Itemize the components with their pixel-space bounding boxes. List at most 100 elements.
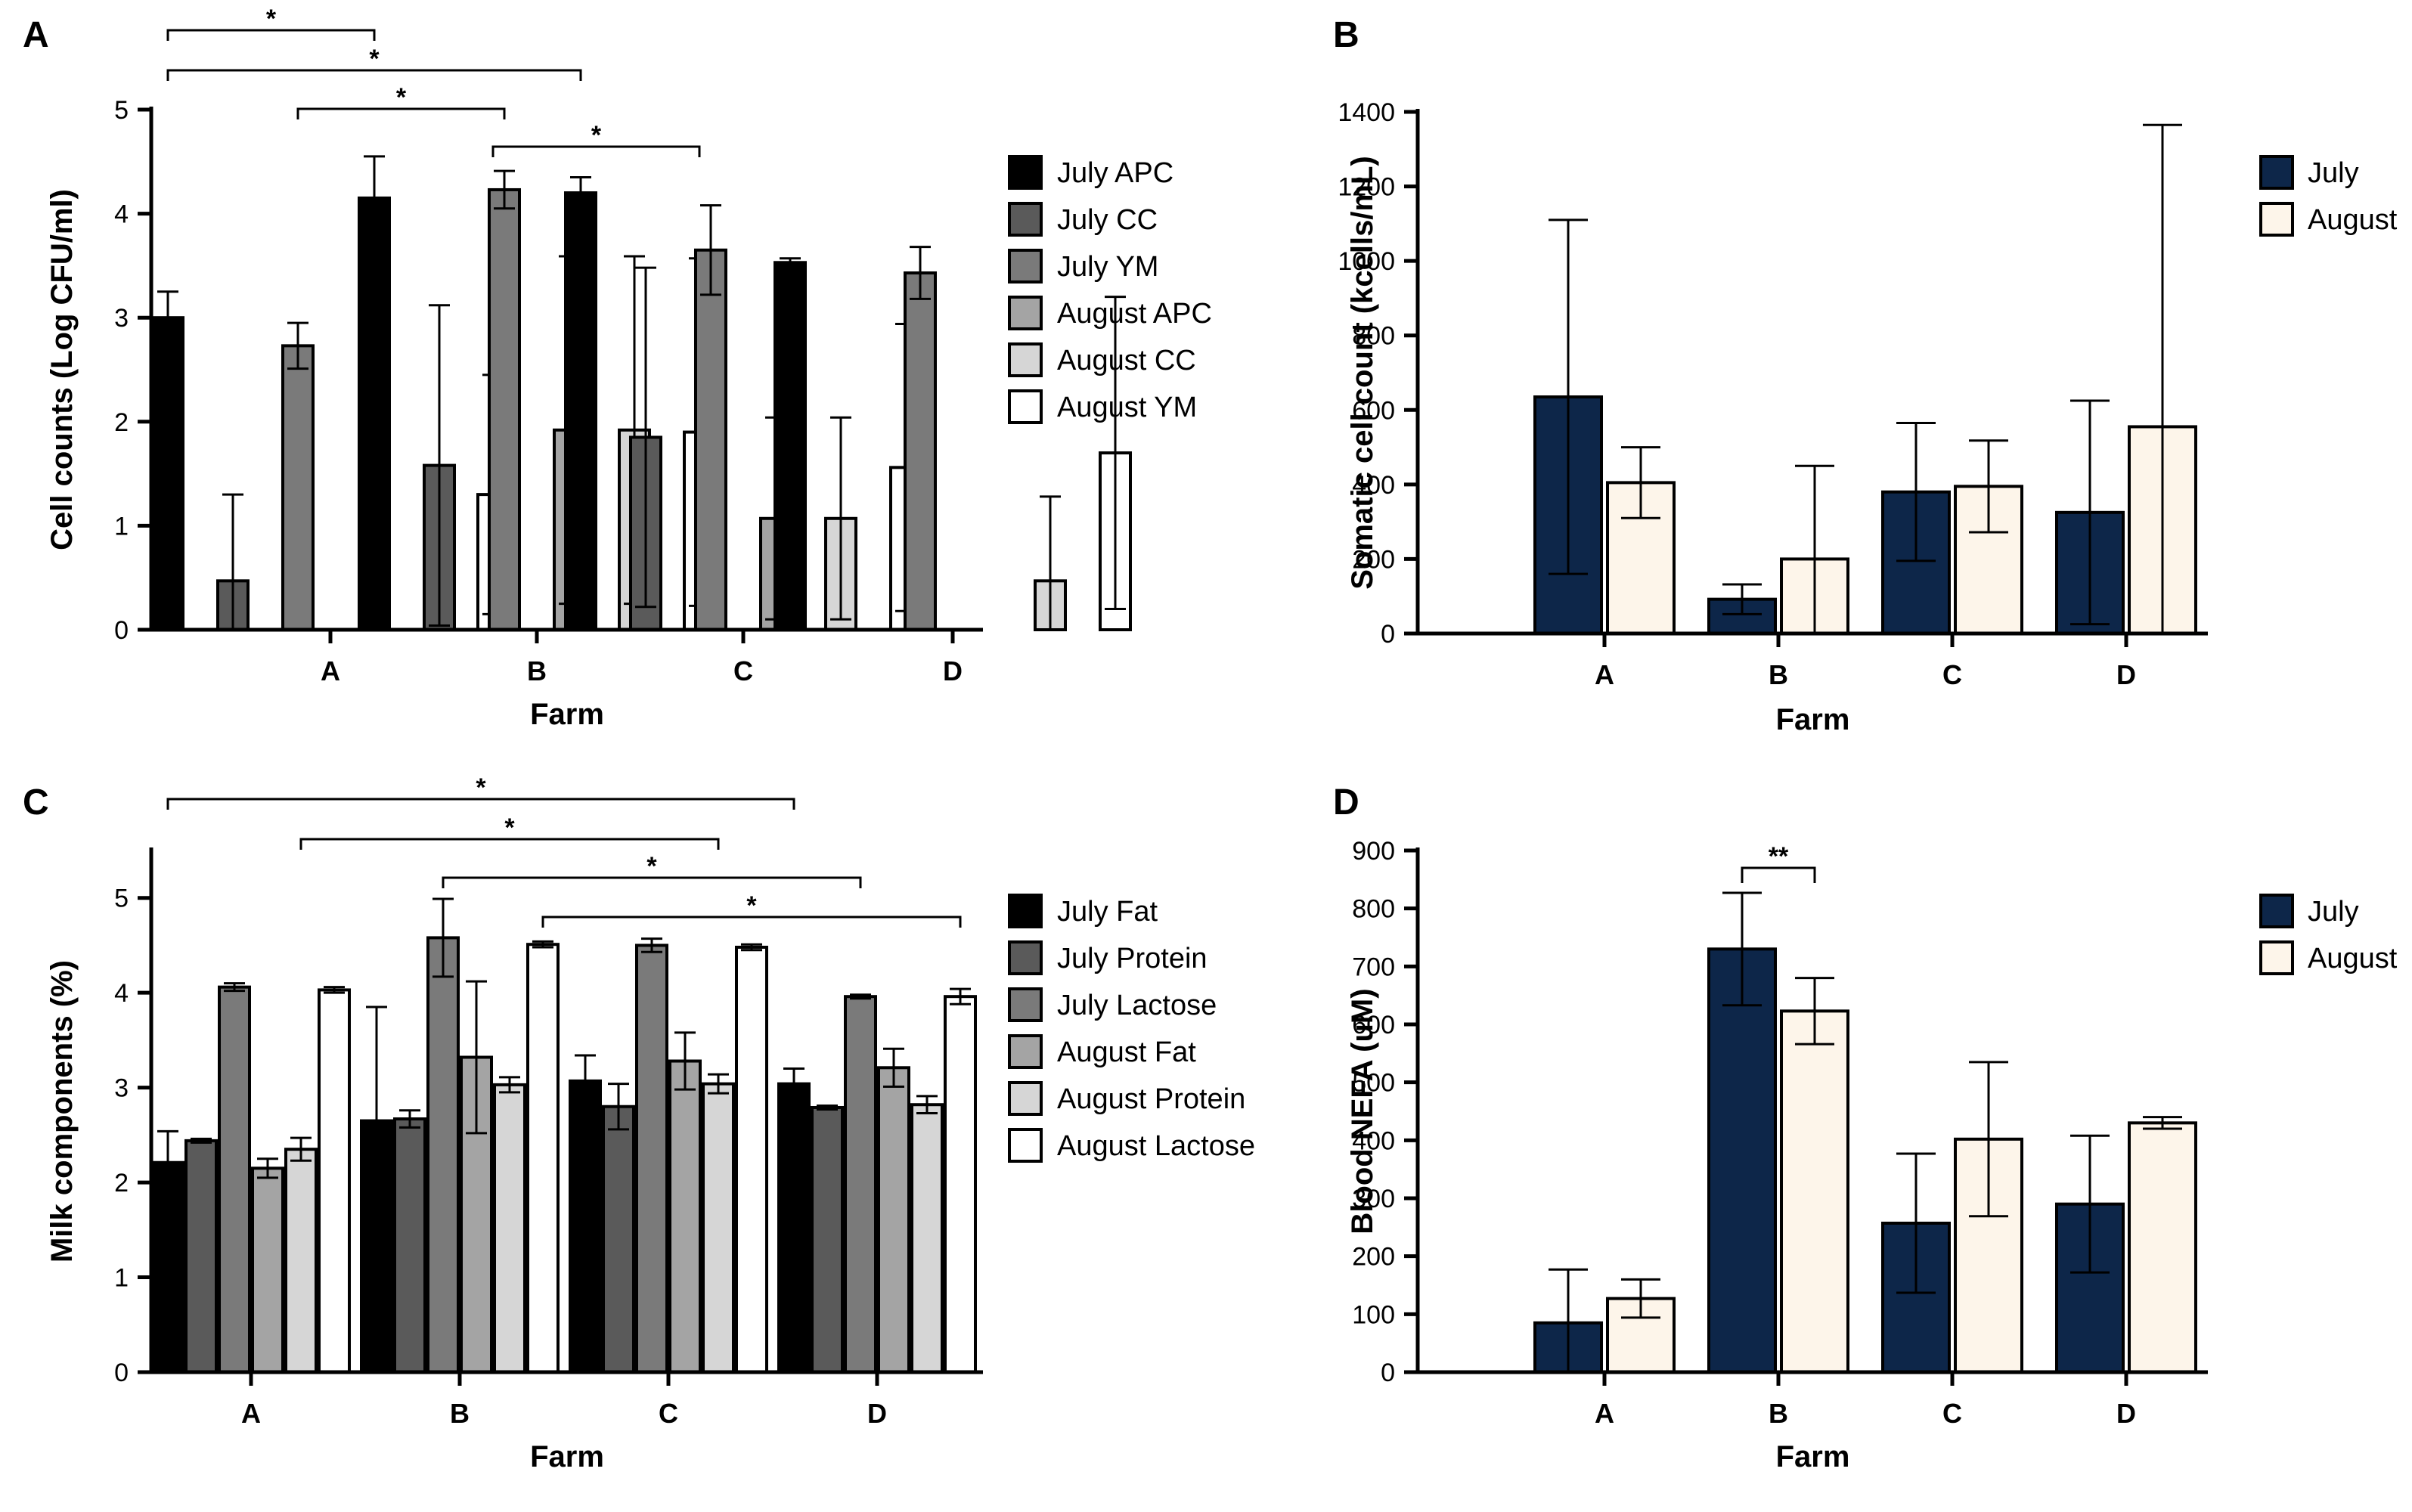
bar-a-b-0 (358, 196, 391, 631)
bar-c-c-1 (602, 1105, 635, 1374)
bar-d-b-0 (1707, 947, 1777, 1374)
significance-label: * (504, 813, 515, 842)
y-tick-label: 500 (1352, 1069, 1395, 1098)
significance-label: * (591, 121, 602, 150)
bar-c-a-5 (318, 988, 351, 1374)
y-tick-label: 1000 (1338, 247, 1395, 276)
bar-a-c-0 (564, 191, 597, 631)
legend-swatch (2259, 155, 2294, 190)
significance-label: * (476, 773, 486, 802)
y-tick-label: 800 (1352, 322, 1395, 351)
legend-swatch (1008, 987, 1043, 1022)
legend-label: July CC (1057, 204, 1158, 236)
panel-letter: C (23, 782, 49, 823)
bar-c-c-5 (735, 945, 768, 1374)
bar-a-a-0 (151, 316, 184, 631)
significance-bracket (1741, 866, 1816, 883)
legend-label: August Fat (1057, 1036, 1196, 1068)
y-tick-label: 0 (1381, 620, 1395, 649)
bar-c-d-2 (844, 995, 877, 1374)
y-tick-label: 0 (114, 616, 129, 645)
x-tick-label: C (1942, 1398, 1962, 1429)
y-axis-title: Cell counts (Log CFU/ml) (45, 189, 79, 550)
legend-label: July (2308, 157, 2359, 189)
significance-label: * (646, 852, 657, 881)
y-tick-label: 1200 (1338, 173, 1395, 202)
legend: July APC July CC July YM August APC August C… (1008, 155, 1212, 424)
bar-a-c-2 (694, 248, 727, 631)
bar-c-b-2 (426, 936, 460, 1374)
x-tick-label: B (450, 1398, 470, 1429)
x-tick-label: A (1595, 1398, 1614, 1429)
y-tick-label: 600 (1352, 396, 1395, 425)
legend-label: August (2308, 204, 2398, 236)
panel-letter: B (1333, 15, 1359, 55)
significance-label: * (746, 891, 757, 920)
legend-swatch (1008, 1081, 1043, 1116)
significance-bracket (166, 798, 795, 810)
bar-c-d-4 (910, 1103, 944, 1374)
legend-swatch (1008, 389, 1043, 424)
x-tick-label: D (867, 1398, 887, 1429)
x-tick-label: C (1942, 659, 1962, 690)
bar-a-a-2 (281, 344, 315, 631)
bar-d-b-1 (1780, 1009, 1849, 1374)
bar-c-b-4 (493, 1083, 526, 1374)
panel-letter: A (23, 15, 49, 55)
legend: July Fat July Protein July Lactose August F… (1008, 894, 1255, 1163)
x-tick-label: A (321, 655, 340, 686)
legend-label: August (2308, 943, 2398, 974)
legend-label: August Lactose (1057, 1130, 1255, 1162)
significance-label: * (396, 83, 407, 112)
y-tick-label: 700 (1352, 953, 1395, 981)
y-tick-label: 3 (114, 304, 129, 333)
legend-swatch (1008, 1034, 1043, 1069)
panel-a: A 0 1 2 3 4 5 A B C D Farm Cell counts (Log CFU/ml) J… (23, 5, 1212, 731)
x-tick-label: C (659, 1398, 678, 1429)
bar-c-a-3 (251, 1167, 284, 1374)
x-axis-title: Farm (1776, 1440, 1850, 1473)
bar-c-b-1 (393, 1117, 426, 1374)
x-axis-title: Farm (530, 1440, 604, 1473)
bar-c-b-5 (526, 943, 560, 1374)
significance-bracket (299, 838, 720, 850)
legend-swatch (1008, 202, 1043, 237)
significance-bracket (491, 145, 701, 157)
bar-d-d-1 (2128, 1121, 2197, 1374)
y-tick-label: 200 (1352, 1243, 1395, 1272)
bar-a-d-0 (774, 261, 807, 631)
x-tick-label: D (943, 655, 963, 686)
significance-bracket (296, 107, 506, 119)
legend-swatch (1008, 940, 1043, 975)
significance-label: * (369, 45, 380, 73)
bar-c-d-5 (944, 995, 977, 1374)
y-tick-label: 1 (114, 1264, 129, 1293)
x-tick-label: A (1595, 659, 1614, 690)
legend-label: July APC (1057, 157, 1173, 189)
y-tick-label: 4 (114, 200, 129, 229)
y-tick-label: 2 (114, 408, 129, 437)
bar-c-a-2 (218, 985, 251, 1374)
x-tick-label: B (1769, 1398, 1788, 1429)
bar-a-d-2 (904, 271, 937, 631)
panel-d: D 0 100 200 300 400 500 600 700 800 900 A B C D Farm Blo… (1333, 782, 2398, 1473)
y-axis-title: Somatic cell count (kcells/mL) (1346, 156, 1379, 590)
y-tick-label: 900 (1352, 837, 1395, 866)
y-tick-label: 4 (114, 979, 129, 1008)
y-tick-label: 1 (114, 512, 129, 541)
legend-swatch (1008, 155, 1043, 190)
panel-c: C 0 1 2 3 4 5 A B C D Farm Milk components (%) July F… (23, 773, 1255, 1473)
y-axis-title: Milk components (%) (45, 960, 79, 1263)
legend-label: August CC (1057, 345, 1196, 376)
significance-bracket (541, 916, 962, 928)
bar-c-c-2 (635, 943, 668, 1374)
legend-label: July (2308, 896, 2359, 928)
bar-c-c-3 (668, 1059, 702, 1374)
y-tick-label: 5 (114, 96, 129, 125)
legend-label: July YM (1057, 251, 1158, 283)
legend-swatch (1008, 342, 1043, 377)
y-tick-label: 400 (1352, 1126, 1395, 1155)
legend-swatch (2259, 202, 2294, 237)
x-tick-label: B (1769, 659, 1788, 690)
